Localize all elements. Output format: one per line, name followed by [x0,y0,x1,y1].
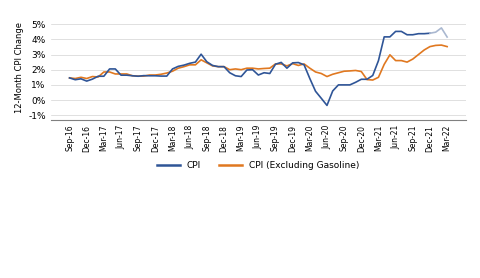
Y-axis label: 12-Month CPI Change: 12-Month CPI Change [15,22,24,113]
Legend: CPI, CPI (Excluding Gasoline): CPI, CPI (Excluding Gasoline) [153,158,362,174]
